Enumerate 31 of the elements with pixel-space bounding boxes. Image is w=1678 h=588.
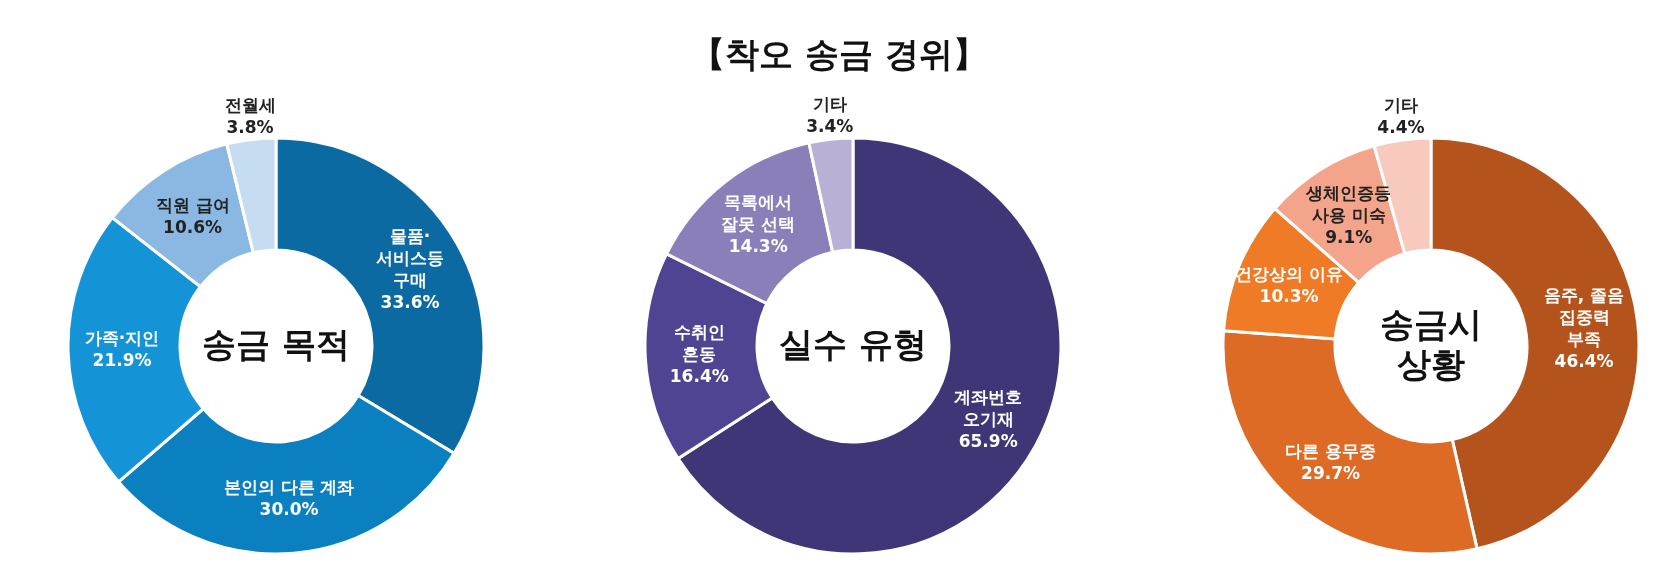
slice-label: 본인의 다른 계좌 xyxy=(223,477,355,498)
data-label: 14.3% xyxy=(728,235,788,256)
data-label: 4.4% xyxy=(1377,117,1425,138)
text: 【착오 송금 경위】 xyxy=(691,34,987,74)
data-label: 65.9% xyxy=(958,430,1018,451)
data-label: 3.4% xyxy=(806,116,854,137)
slice-label: 직원 급여 xyxy=(155,194,230,215)
data-label: 3.8% xyxy=(226,116,274,137)
slice-label: 수취인 혼동 xyxy=(673,321,725,364)
text: 송금 목적 xyxy=(202,323,350,364)
slice-label: 가족·지인 xyxy=(84,327,160,348)
slice-label: 기타 xyxy=(1383,95,1418,116)
slice-label: 음주, 졸음 집중력 부족 xyxy=(1543,284,1625,349)
slice-label: 전월세 xyxy=(224,94,276,115)
slice-label: 물품· 서비스등 구매 xyxy=(376,226,445,291)
text: 송금시 상황 xyxy=(1380,303,1482,384)
data-label: 10.3% xyxy=(1259,286,1319,307)
slice-label: 계좌번호 오기재 xyxy=(954,386,1023,429)
data-label: 9.1% xyxy=(1325,226,1373,247)
slice-label: 목록에서 잘못 선택 xyxy=(721,191,796,234)
slice-label: 건강상의 이유 xyxy=(1235,264,1343,285)
data-label: 16.4% xyxy=(669,365,729,386)
slice-label: 다른 용무중 xyxy=(1285,440,1376,461)
data-label: 46.4% xyxy=(1554,350,1614,371)
data-label: 30.0% xyxy=(259,499,319,520)
data-label: 29.7% xyxy=(1301,462,1361,483)
data-label: 33.6% xyxy=(380,292,440,313)
data-label: 21.9% xyxy=(92,349,152,370)
data-label: 10.6% xyxy=(163,216,223,237)
text: 실수 유형 xyxy=(779,323,927,364)
slice-label: 기타 xyxy=(812,94,847,115)
